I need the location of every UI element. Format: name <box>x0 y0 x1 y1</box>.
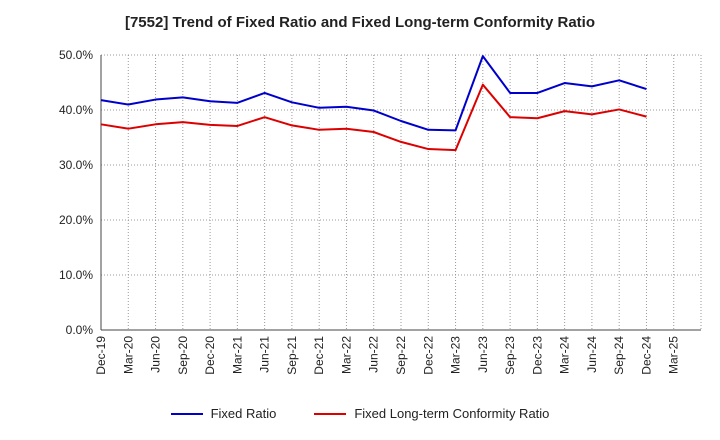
legend-label-fixed-ratio: Fixed Ratio <box>210 406 277 421</box>
legend-item-fixed-ratio: Fixed Ratio <box>170 406 277 421</box>
x-tick-label: Dec-20 <box>203 336 217 375</box>
legend-swatch-fixed-long-term-conformity-ratio <box>314 412 347 415</box>
x-tick-label: Sep-24 <box>612 336 626 375</box>
x-tick-label: Jun-20 <box>149 336 163 373</box>
series-line-fixed-ratio <box>100 55 647 132</box>
x-tick-label: Mar-23 <box>449 336 463 374</box>
chart-title: [7552] Trend of Fixed Ratio and Fixed Lo… <box>124 14 596 31</box>
x-tick-label: Dec-22 <box>421 336 435 375</box>
x-tick-label: Mar-21 <box>230 336 244 374</box>
x-tick-label: Dec-19 <box>94 336 108 375</box>
x-tick-label: Jun-24 <box>585 336 599 373</box>
legend-label-fixed-long-term-conformity-ratio: Fixed Long-term Conformity Ratio <box>354 406 550 421</box>
y-tick-label: 20.0% <box>59 213 93 227</box>
x-tick-label: Sep-22 <box>394 336 408 375</box>
x-tick-label: Mar-24 <box>558 336 572 374</box>
x-tick-label: Jun-22 <box>367 336 381 373</box>
legend: Fixed Ratio Fixed Long-term Conformity R… <box>0 406 720 421</box>
y-tick-label: 10.0% <box>59 268 93 282</box>
legend-swatch-fixed-ratio <box>170 412 203 415</box>
x-tick-label: Mar-20 <box>121 336 135 374</box>
x-tick-label: Jun-21 <box>258 336 272 373</box>
y-tick-label: 0.0% <box>66 323 94 337</box>
x-tick-label: Dec-21 <box>312 336 326 375</box>
y-tick-label: 50.0% <box>59 48 93 62</box>
x-tick-label: Sep-20 <box>176 336 190 375</box>
x-tick-label: Mar-25 <box>667 336 681 374</box>
x-tick-label: Jun-23 <box>476 336 490 373</box>
x-tick-label: Dec-24 <box>639 336 653 375</box>
plot-area: 0.0% 10.0% 20.0% 30.0% 40.0% 50.0% Dec-19 Mar-2… <box>59 48 702 375</box>
x-tick-label: Sep-21 <box>285 336 299 375</box>
series-line-fixed-long-term-conformity-ratio <box>100 83 647 152</box>
y-tick-label: 30.0% <box>59 158 93 172</box>
x-tick-label: Mar-22 <box>339 336 353 374</box>
legend-item-fixed-long-term-conformity-ratio: Fixed Long-term Conformity Ratio <box>314 406 549 421</box>
x-tick-label: Dec-23 <box>530 336 544 375</box>
y-tick-label: 40.0% <box>59 103 93 117</box>
x-tick-label: Sep-23 <box>503 336 517 375</box>
